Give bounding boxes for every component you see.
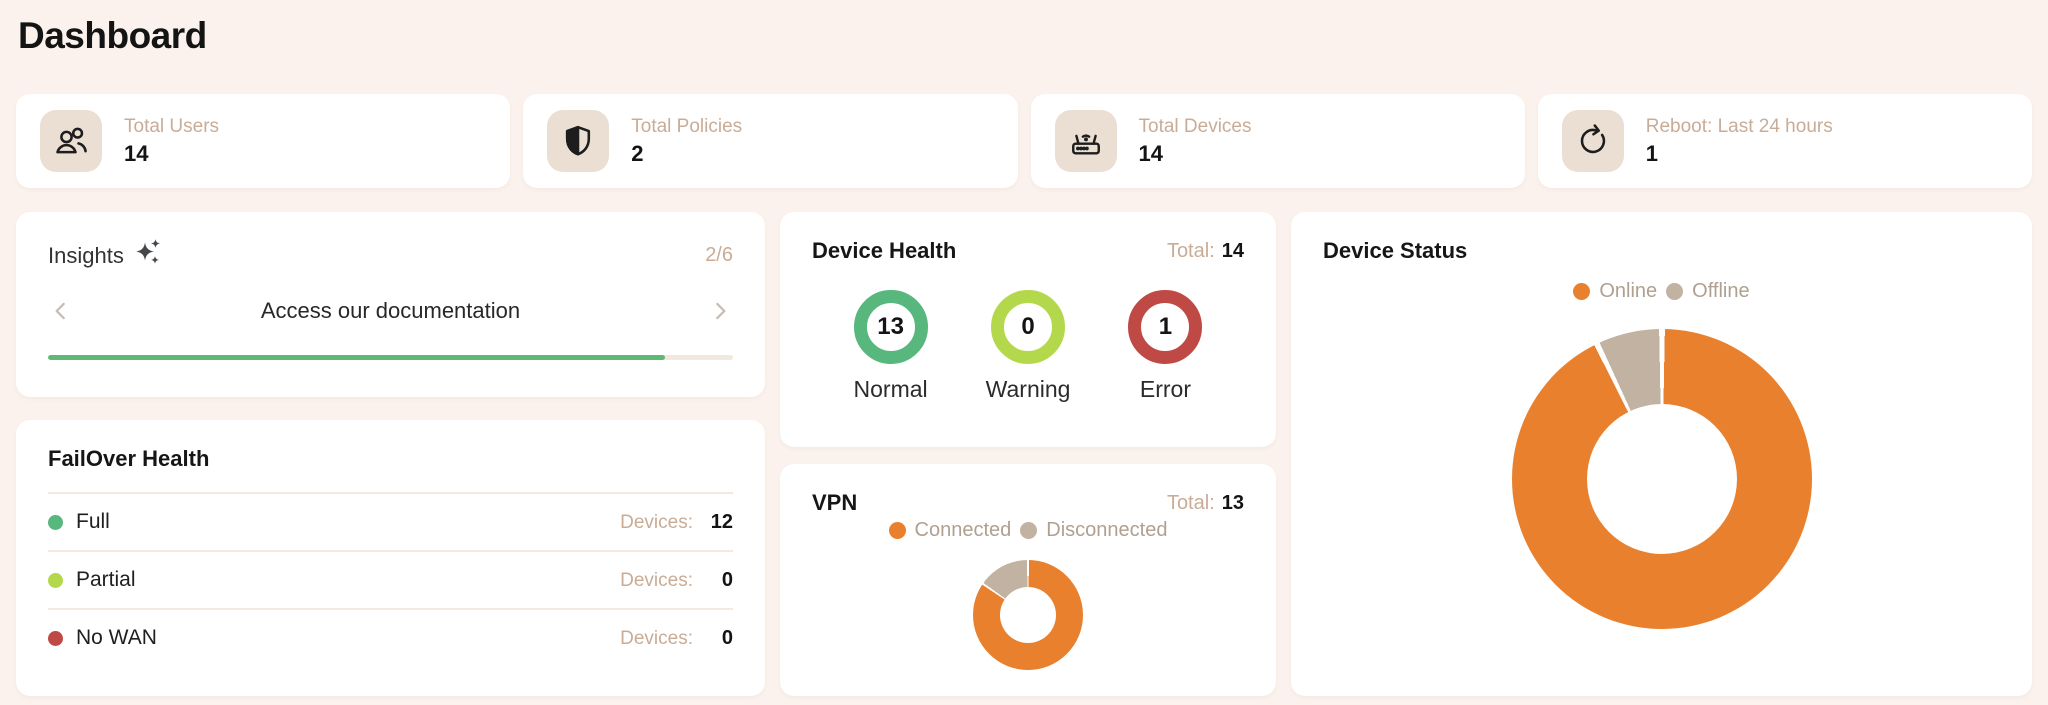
offline-legend-dot [1666,283,1684,300]
legend-item-online[interactable]: Online [1573,280,1657,303]
total-label: Total: [1166,491,1215,514]
shield-icon [547,110,610,172]
vpn-card: VPN Total: 13 Connected Disconnected [780,464,1276,696]
column-right: Device Status Online Offline [1291,212,2032,696]
devices-value: 0 [721,568,733,591]
total-value: 13 [1221,491,1244,514]
insights-slide-link[interactable]: Access our documentation [260,298,521,323]
health-ring-warning: 0 Warning [985,290,1071,403]
vpn-legend: Connected Disconnected [812,519,1244,542]
devices-label: Devices: [620,627,693,649]
normal-ring: 13 [853,290,928,364]
stat-value: 14 [1138,140,1163,166]
row-label: Partial [76,568,136,591]
disconnected-legend-dot [1020,522,1038,539]
health-ring-normal: 13 Normal [854,290,928,403]
column-middle: Device Health Total: 14 13 Normal [780,212,1276,696]
row-label: Full [76,510,110,533]
users-icon [40,110,102,172]
stat-label: Total Policies [631,115,743,137]
insights-card: Insights 2/6 [16,212,765,397]
row-label: No WAN [76,626,157,649]
ring-label: Error [1139,376,1192,402]
device-health-card: Device Health Total: 14 13 Normal [780,212,1276,447]
failover-row-full: Full Devices: 12 [48,492,733,550]
stat-card-total-devices: Total Devices 14 [1030,94,1525,188]
insights-progress-track [48,355,733,360]
connected-legend-dot [888,522,906,539]
failover-title: FailOver Health [48,446,210,471]
stats-row: Total Users 14 Total Policies 2 [16,94,2032,188]
chevron-left-icon[interactable] [48,298,74,324]
stat-label: Total Devices [1138,115,1252,137]
device-health-title: Device Health [812,238,957,263]
error-ring: 1 [1128,290,1203,364]
stat-value: 2 [631,140,644,166]
ring-label: Normal [853,376,928,402]
router-icon [1054,110,1117,172]
failover-health-card: FailOver Health Full Devices: 12 [16,420,765,696]
failover-row-no-wan: No WAN Devices: 0 [48,608,733,666]
stat-label: Reboot: Last 24 hours [1645,115,1833,137]
devices-label: Devices: [620,569,693,591]
full-status-dot [48,514,63,530]
no-wan-status-dot [48,630,63,646]
main-grid: Insights 2/6 [16,212,2032,696]
stat-label: Total Users [124,115,220,137]
stat-card-total-users: Total Users 14 [16,94,511,188]
warning-ring: 0 [991,290,1066,364]
legend-item-disconnected[interactable]: Disconnected [1020,519,1167,542]
stat-card-reboot: Reboot: Last 24 hours 1 [1537,94,2032,188]
device-status-title: Device Status [1323,238,1468,263]
total-value: 14 [1221,239,1244,262]
insights-title: Insights [48,242,124,268]
reboot-icon [1561,110,1624,172]
insights-counter: 2/6 [705,244,733,266]
device-status-legend: Online Offline [1323,280,2000,303]
device-status-card: Device Status Online Offline [1291,212,2032,696]
stat-card-total-policies: Total Policies 2 [523,94,1018,188]
devices-label: Devices: [620,511,693,533]
stat-value: 14 [124,140,149,166]
ring-label: Warning [985,376,1071,402]
online-legend-dot [1573,283,1591,300]
health-ring-error: 1 Error [1128,290,1203,403]
column-left: Insights 2/6 [16,212,765,696]
devices-value: 12 [710,510,733,533]
partial-status-dot [48,572,63,588]
devices-value: 0 [721,626,733,649]
vpn-title: VPN [812,490,858,515]
vpn-donut-chart [973,560,1083,670]
total-label: Total: [1166,239,1215,262]
legend-item-connected[interactable]: Connected [888,519,1011,542]
insights-progress-fill [48,355,665,360]
insights-carousel: Access our documentation [48,298,733,324]
stat-value: 1 [1645,140,1658,166]
page-title: Dashboard [18,15,207,56]
chevron-right-icon[interactable] [707,298,733,324]
device-status-donut-chart [1511,329,1812,629]
legend-item-offline[interactable]: Offline [1666,280,1750,303]
failover-row-partial: Partial Devices: 0 [48,550,733,608]
sparkles-icon [134,238,164,273]
